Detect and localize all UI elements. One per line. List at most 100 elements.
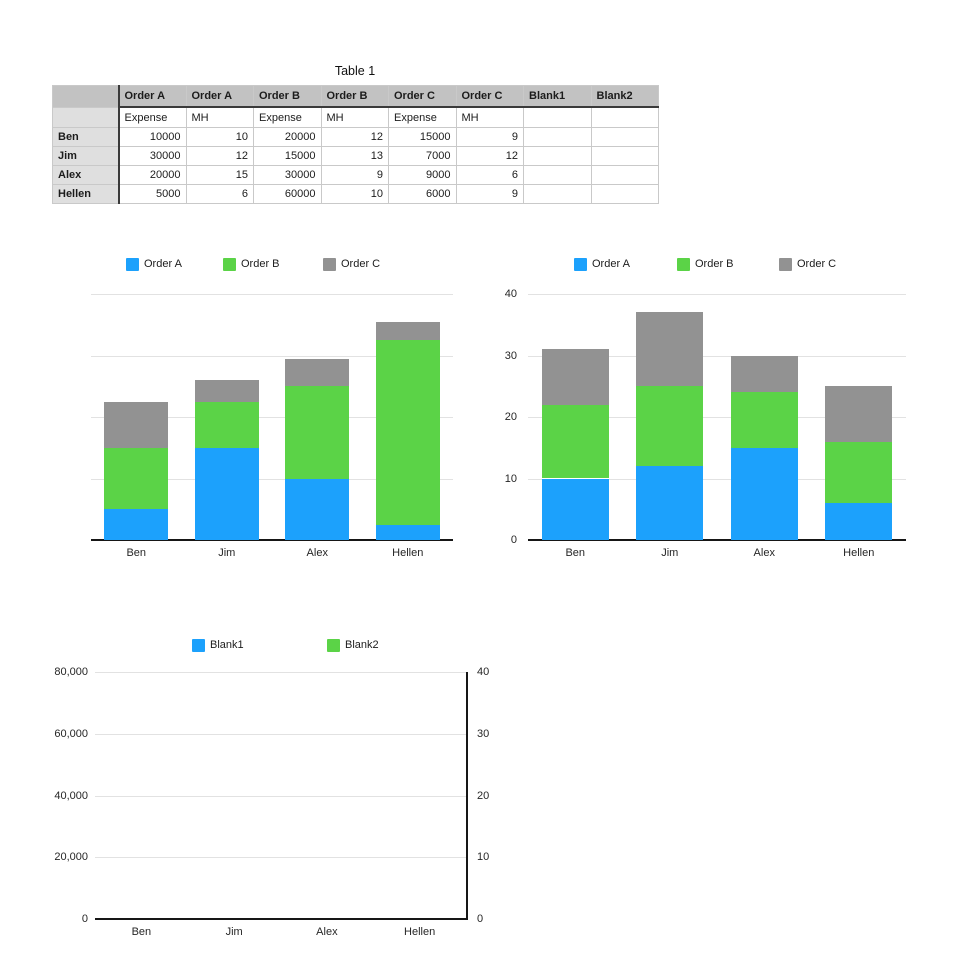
bar-order-a-hellen[interactable] xyxy=(375,524,440,540)
table-title[interactable]: Table 1 xyxy=(334,64,376,78)
table-cell[interactable]: 10 xyxy=(185,127,254,147)
row-header-jim[interactable]: Jim xyxy=(52,146,120,166)
table-cell[interactable]: 12 xyxy=(455,146,524,166)
bar-order-b-ben[interactable] xyxy=(541,404,609,479)
y-tick-label: 10 xyxy=(504,472,517,485)
bar-order-c-hellen[interactable] xyxy=(825,386,893,442)
legend-order-c[interactable]: Order C xyxy=(779,257,836,271)
column-header-blank2[interactable]: Blank2 xyxy=(590,85,659,108)
row-header-alex[interactable]: Alex xyxy=(52,165,120,185)
legend-order-b[interactable]: Order B xyxy=(223,257,280,271)
table-cell[interactable]: 30000 xyxy=(118,146,187,166)
table-row: Jim 30000 12 15000 13 7000 12 xyxy=(52,146,659,166)
table-cell[interactable]: 10 xyxy=(320,184,389,204)
column-header-order-c[interactable]: Order C xyxy=(455,85,524,108)
bar-order-c-hellen[interactable] xyxy=(375,321,440,341)
table-cell[interactable]: 6000 xyxy=(388,184,457,204)
table-cell[interactable] xyxy=(590,165,659,185)
gridline xyxy=(91,355,453,357)
bar-order-b-jim[interactable] xyxy=(636,386,704,467)
category-label-jim: Jim xyxy=(225,926,243,938)
legend-blank1[interactable]: Blank1 xyxy=(192,638,244,652)
legend-label: Order B xyxy=(241,258,280,270)
legend-label: Blank2 xyxy=(345,639,379,651)
legend-label: Order A xyxy=(592,258,630,270)
category-label-ben: Ben xyxy=(131,926,152,938)
legend-swatch-blank2 xyxy=(327,638,340,652)
bar-order-a-ben[interactable] xyxy=(541,478,609,540)
table-cell[interactable]: 12 xyxy=(320,127,389,147)
table-cell[interactable]: 60000 xyxy=(253,184,322,204)
table-cell[interactable] xyxy=(523,184,592,204)
column-header-order-c[interactable]: Order C xyxy=(388,85,457,108)
subheader-cell[interactable]: MH xyxy=(320,106,389,128)
bar-order-b-alex[interactable] xyxy=(730,392,798,448)
table-corner-cell[interactable] xyxy=(52,85,120,108)
table-cell[interactable]: 15000 xyxy=(388,127,457,147)
legend-label: Order C xyxy=(797,258,837,270)
category-label-jim: Jim xyxy=(218,547,236,559)
column-header-blank1[interactable]: Blank1 xyxy=(523,85,592,108)
category-label-alex: Alex xyxy=(316,926,338,938)
column-header-order-b[interactable]: Order B xyxy=(253,85,322,108)
bar-order-c-ben[interactable] xyxy=(541,349,609,405)
legend-blank2[interactable]: Blank2 xyxy=(327,638,379,652)
legend-order-c[interactable]: Order C xyxy=(323,257,380,271)
category-label-ben: Ben xyxy=(565,547,586,559)
gridline xyxy=(528,478,906,480)
bar-order-c-ben[interactable] xyxy=(104,401,169,448)
bar-order-a-alex[interactable] xyxy=(730,447,798,540)
gridline xyxy=(91,478,453,480)
bar-order-c-jim[interactable] xyxy=(194,380,259,402)
category-label-hellen: Hellen xyxy=(843,547,875,559)
gridline xyxy=(95,672,466,673)
table-cell[interactable]: 20000 xyxy=(253,127,322,147)
subheader-cell[interactable]: Expense xyxy=(388,106,457,128)
column-header-order-b[interactable]: Order B xyxy=(320,85,389,108)
bar-order-b-alex[interactable] xyxy=(285,386,350,479)
legend-label: Order C xyxy=(341,258,381,270)
table-cell[interactable]: 20000 xyxy=(118,165,187,185)
bar-order-c-alex[interactable] xyxy=(730,355,798,393)
bar-order-a-hellen[interactable] xyxy=(825,503,893,540)
bar-order-b-jim[interactable] xyxy=(194,401,259,448)
row-header-ben[interactable]: Ben xyxy=(52,127,120,147)
subheader-cell[interactable]: MH xyxy=(455,106,524,128)
table-cell[interactable]: 9 xyxy=(320,165,389,185)
y-tick-label-right: 0 xyxy=(477,913,484,925)
bar-order-a-alex[interactable] xyxy=(285,478,350,540)
column-header-order-a[interactable]: Order A xyxy=(185,85,254,108)
table-row: Hellen 5000 6 60000 10 6000 9 xyxy=(52,184,659,204)
legend-swatch-order-c xyxy=(779,257,792,271)
table-cell[interactable]: 5000 xyxy=(118,184,187,204)
table-cell[interactable]: 13 xyxy=(320,146,389,166)
table-cell[interactable] xyxy=(590,127,659,147)
table-cell[interactable]: 10000 xyxy=(118,127,187,147)
bar-order-b-hellen[interactable] xyxy=(825,441,893,504)
bar-order-a-jim[interactable] xyxy=(194,447,259,540)
bar-order-b-ben[interactable] xyxy=(104,447,169,510)
bar-order-a-ben[interactable] xyxy=(104,509,169,540)
legend-order-a[interactable]: Order A xyxy=(126,257,182,271)
table-cell[interactable]: 30000 xyxy=(253,165,322,185)
bar-order-a-jim[interactable] xyxy=(636,466,704,540)
bar-order-c-jim[interactable] xyxy=(636,312,704,387)
y-tick-label: 20,000 xyxy=(54,851,88,864)
table-cell[interactable] xyxy=(523,165,592,185)
subheader-cell[interactable] xyxy=(523,106,592,128)
legend-order-a[interactable]: Order A xyxy=(574,257,630,271)
bar-order-b-hellen[interactable] xyxy=(375,340,440,525)
legend-order-b[interactable]: Order B xyxy=(677,257,734,271)
y-tick-label-right: 20 xyxy=(477,789,490,802)
table-cell[interactable] xyxy=(590,184,659,204)
column-header-order-a[interactable]: Order A xyxy=(118,85,187,108)
row-header-hellen[interactable]: Hellen xyxy=(52,184,120,204)
table-cell[interactable]: 15 xyxy=(185,165,254,185)
table-cell[interactable]: 15000 xyxy=(253,146,322,166)
bar-order-c-alex[interactable] xyxy=(285,358,350,387)
subheader-cell[interactable] xyxy=(590,106,659,128)
table-cell[interactable] xyxy=(523,146,592,166)
legend-swatch-order-a xyxy=(126,257,139,271)
table-cell[interactable] xyxy=(590,146,659,166)
